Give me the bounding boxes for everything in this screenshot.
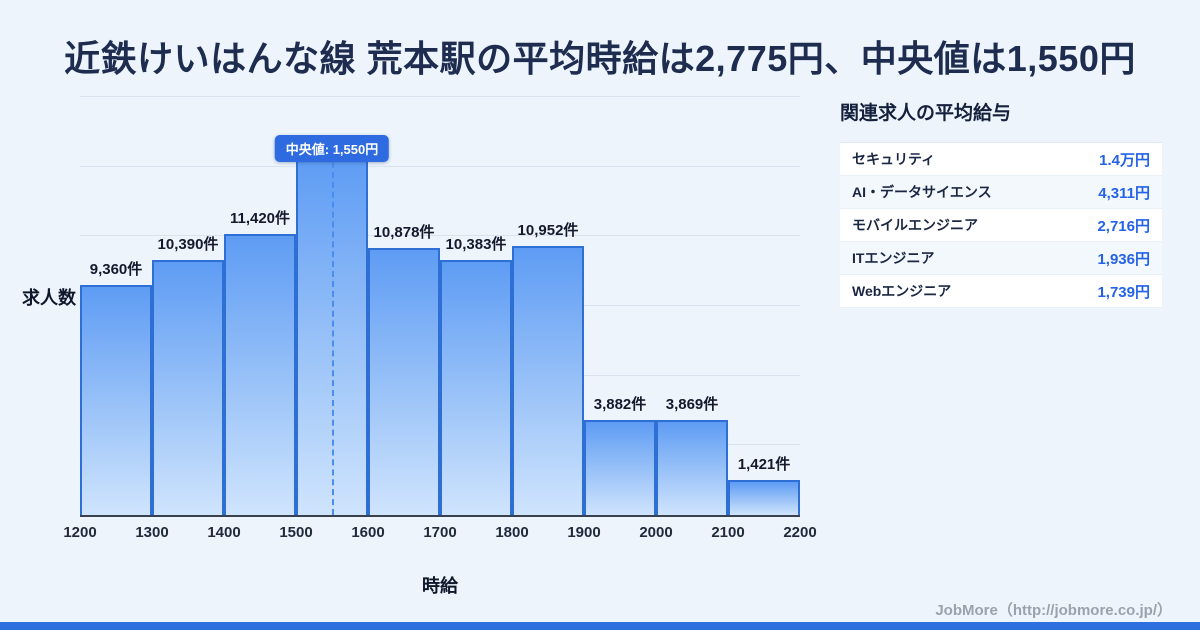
related-job-row: ITエンジニア 1,936円: [840, 242, 1162, 275]
bar-count-label: 10,952件: [517, 222, 579, 239]
related-job-value: 1,739円: [1097, 283, 1150, 301]
bar-count-label: 9,360件: [89, 261, 143, 278]
x-tick-label: 2000: [639, 524, 673, 541]
related-job-value: 1.4万円: [1099, 151, 1150, 169]
bar-count-label: 10,383件: [445, 236, 507, 253]
bottom-accent-bar: [0, 622, 1200, 630]
related-job-row: モバイルエンジニア 2,716円: [840, 209, 1162, 242]
related-job-row: AI・データサイエンス 4,311円: [840, 176, 1162, 209]
x-axis-label: 時給: [422, 576, 458, 596]
histogram-bar: [656, 420, 728, 515]
gridline: [80, 166, 800, 167]
related-job-label: ITエンジニア: [852, 250, 935, 266]
x-tick-label: 1700: [423, 524, 457, 541]
related-jobs-panel: 関連求人の平均給与 セキュリティ 1.4万円 AI・データサイエンス 4,311円モバ…: [840, 98, 1162, 308]
related-job-label: Webエンジニア: [852, 283, 952, 299]
x-axis-line: [80, 515, 800, 517]
y-axis-label: 求人数: [22, 288, 76, 308]
histogram-bar: [512, 246, 584, 515]
gridline: [80, 235, 800, 236]
x-tick-label: 1200: [63, 524, 97, 541]
related-job-label: AI・データサイエンス: [852, 184, 992, 200]
related-job-label: セキュリティ: [852, 151, 936, 167]
histogram-bar: [224, 234, 296, 515]
histogram-bar: [368, 248, 440, 515]
gridline: [80, 96, 800, 97]
median-line: [332, 162, 334, 515]
histogram-bar: [80, 285, 152, 515]
bar-count-label: 11,420件: [229, 210, 291, 227]
related-job-row: セキュリティ 1.4万円: [840, 143, 1162, 176]
x-tick-label: 1300: [135, 524, 169, 541]
related-jobs-title: 関連求人の平均給与: [840, 103, 1012, 124]
x-tick-label: 1500: [279, 524, 313, 541]
x-tick-label: 1600: [351, 524, 385, 541]
footer-credit: JobMore（http://jobmore.co.jp/）: [935, 602, 1172, 619]
page-title: 近鉄けいはんな線 荒本駅の平均時給は2,775円、中央値は1,550円: [64, 38, 1136, 79]
histogram-bar: [584, 420, 656, 515]
bar-count-label: 10,390件: [157, 236, 219, 253]
histogram-bar: [440, 260, 512, 515]
histogram-bar: [152, 260, 224, 515]
x-tick-label: 1800: [495, 524, 529, 541]
bar-count-label: 1,421件: [737, 456, 791, 473]
histogram-bar: [728, 480, 800, 515]
related-job-label: モバイルエンジニア: [852, 217, 978, 233]
x-tick-label: 2200: [783, 524, 817, 541]
related-job-value: 2,716円: [1097, 217, 1150, 235]
bar-count-label: 3,869件: [665, 396, 719, 413]
x-axis-ticks: 1200 1300 1400 1500 1600 1700 1800 1900 2000 2100…: [63, 524, 816, 546]
x-tick-label: 2100: [711, 524, 745, 541]
x-tick-label: 1400: [207, 524, 241, 541]
related-job-value: 4,311円: [1098, 184, 1150, 202]
bar-count-label: 10,878件: [373, 224, 435, 241]
histogram-chart: 9,360件 10,390件 11,420件 10,878件 10,383件 10,952…: [80, 96, 800, 517]
related-job-value: 1,936円: [1097, 250, 1150, 268]
x-tick-label: 1900: [567, 524, 601, 541]
median-badge: 中央値: 1,550円: [274, 135, 390, 162]
related-jobs-list: セキュリティ 1.4万円 AI・データサイエンス 4,311円モバイルエンジニア 2,7…: [840, 142, 1162, 308]
related-job-row: Webエンジニア 1,739円: [840, 275, 1162, 308]
bar-count-label: 3,882件: [593, 396, 647, 413]
